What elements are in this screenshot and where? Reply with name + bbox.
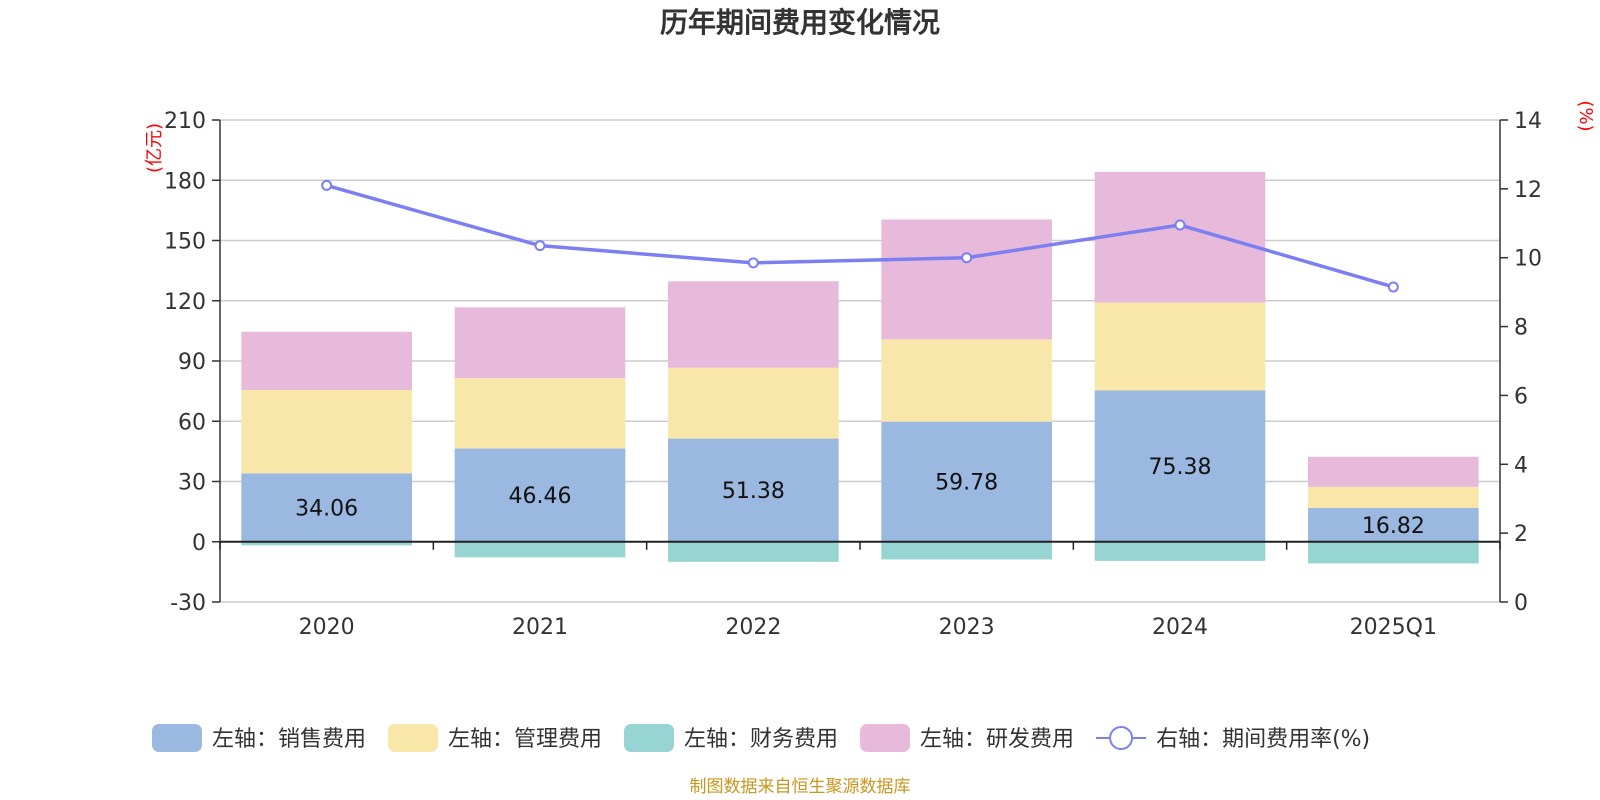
grid-lines xyxy=(220,119,1500,603)
bar-segment-2 xyxy=(1094,302,1266,391)
bar-segment-1 xyxy=(454,448,626,542)
bar-segment-3 xyxy=(241,541,412,546)
bar-value-label: 75.38 xyxy=(1149,455,1212,480)
legend-label-3: 左轴：财务费用 xyxy=(684,727,838,752)
left-tick-label: 180 xyxy=(164,169,206,194)
data-source-note: 制图数据来自恒生聚源数据库 xyxy=(690,777,911,797)
left-tick-label: -30 xyxy=(170,591,206,616)
rate-line-point xyxy=(534,240,546,252)
right-tick-label: 14 xyxy=(1514,109,1542,134)
bar-value-labels: 34.06 46.46 51.38 59.78 75.38 16.82 xyxy=(295,455,1425,539)
bar-value-label: 51.38 xyxy=(722,479,785,504)
bar-segment-1 xyxy=(1308,507,1479,542)
rate-line xyxy=(321,179,1399,293)
bar-segment-4 xyxy=(881,219,1052,340)
bar-segment-3 xyxy=(454,541,626,558)
left-tick-label: 30 xyxy=(178,471,206,496)
bar-segment-4 xyxy=(1308,456,1479,487)
left-tick-label: 60 xyxy=(178,410,206,435)
right-tick-label: 12 xyxy=(1514,178,1542,203)
legend-label-2: 左轴：管理费用 xyxy=(448,727,602,752)
rate-line-point xyxy=(747,257,759,269)
rate-line-point xyxy=(961,252,973,264)
x-tick-label: 2020 xyxy=(299,615,355,640)
right-axis-unit: (%) xyxy=(1575,100,1596,131)
right-tick-label: 0 xyxy=(1514,591,1528,616)
bar-segment-1 xyxy=(881,421,1052,542)
bar-value-label: 34.06 xyxy=(295,497,358,522)
legend-swatch-2 xyxy=(388,724,439,752)
rate-line-point xyxy=(1174,219,1186,231)
bars xyxy=(241,171,1479,564)
x-tick-label: 2024 xyxy=(1152,615,1208,640)
legend-swatch-4 xyxy=(860,724,911,752)
legend: 左轴：销售费用 左轴：管理费用 左轴：财务费用 左轴：研发费用 右轴：期间费用率(%) xyxy=(152,724,1370,752)
rate-line-point xyxy=(321,179,333,191)
legend-label-rate: 右轴：期间费用率(%) xyxy=(1156,727,1370,752)
bar-segment-1 xyxy=(668,438,839,542)
axes: -30 0 30 60 90 120 150 180 210 0 2 4 6 8 10 12 14 2020 202… xyxy=(164,109,1542,640)
left-axis-unit: (亿元) xyxy=(144,123,165,173)
right-tick-label: 4 xyxy=(1514,453,1528,478)
bar-segment-3 xyxy=(1094,541,1266,561)
bar-value-label: 16.82 xyxy=(1362,514,1425,539)
right-tick-label: 6 xyxy=(1514,384,1528,409)
bar-segment-1 xyxy=(1094,390,1266,542)
bar-segment-2 xyxy=(668,367,839,439)
bar-segment-2 xyxy=(241,390,412,474)
legend-label-1: 左轴：销售费用 xyxy=(212,727,366,752)
bar-segment-4 xyxy=(668,281,839,368)
right-tick-label: 2 xyxy=(1514,522,1528,547)
bar-segment-3 xyxy=(881,541,1052,560)
bar-value-label: 59.78 xyxy=(935,471,998,496)
bar-segment-2 xyxy=(881,339,1052,422)
rate-line-path xyxy=(326,183,1394,289)
bar-segment-4 xyxy=(1094,171,1266,303)
left-tick-label: 90 xyxy=(178,350,206,375)
bar-segment-2 xyxy=(454,378,626,449)
bar-value-label: 46.46 xyxy=(509,484,572,509)
x-tick-label: 2022 xyxy=(725,615,781,640)
x-tick-label: 2021 xyxy=(512,615,568,640)
x-tick-label: 2023 xyxy=(939,615,995,640)
left-tick-label: 120 xyxy=(164,290,206,315)
right-tick-label: 8 xyxy=(1514,316,1528,341)
right-tick-label: 10 xyxy=(1514,247,1542,272)
legend-line-marker xyxy=(1109,726,1134,750)
left-tick-label: 0 xyxy=(192,531,206,556)
legend-label-4: 左轴：研发费用 xyxy=(920,727,1074,752)
bar-segment-3 xyxy=(1308,541,1479,564)
bar-segment-4 xyxy=(454,307,626,379)
bar-segment-1 xyxy=(241,473,412,542)
legend-swatch-1 xyxy=(152,724,202,752)
legend-swatch-3 xyxy=(624,724,675,752)
bar-segment-2 xyxy=(1308,486,1479,508)
bar-segment-4 xyxy=(241,331,412,391)
bar-segment-3 xyxy=(668,541,839,562)
x-tick-label: 2025Q1 xyxy=(1350,615,1437,640)
chart-title: 历年期间费用变化情况 xyxy=(660,6,940,39)
left-tick-label: 150 xyxy=(164,230,206,255)
left-tick-label: 210 xyxy=(164,109,206,134)
rate-line-point xyxy=(1387,281,1399,293)
